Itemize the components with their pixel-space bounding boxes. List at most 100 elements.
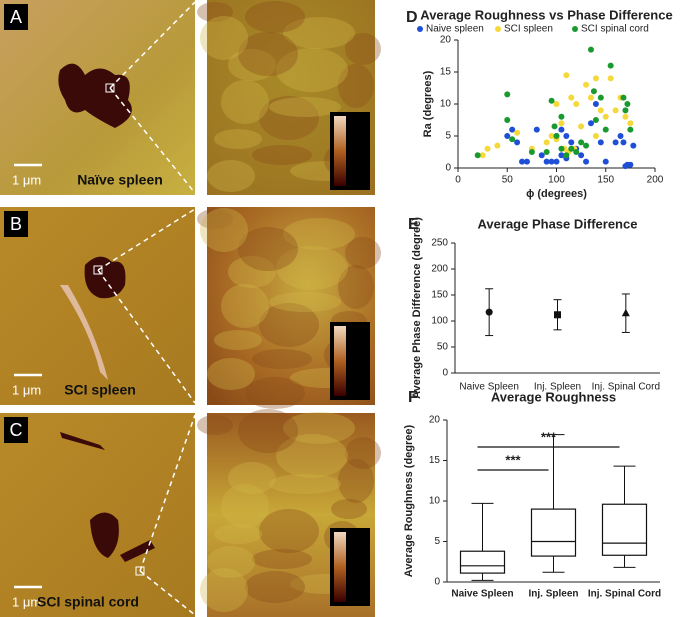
- box: [459, 550, 506, 574]
- panel-label: A: [10, 7, 22, 27]
- roi-box: [93, 265, 103, 275]
- marker: [621, 308, 630, 317]
- y-axis-label: Ra (degrees): [422, 70, 434, 137]
- texture: [276, 48, 348, 92]
- point: [590, 88, 597, 95]
- y-tick-label: 10: [429, 496, 441, 507]
- point: [548, 97, 555, 104]
- x-tick-label: Naive Spleen: [451, 589, 513, 600]
- streak: [60, 285, 108, 380]
- cell-blob: [58, 63, 132, 128]
- y-tick-label: 100: [431, 316, 448, 327]
- texture: [283, 218, 355, 250]
- point: [533, 126, 540, 133]
- marker: [485, 308, 493, 316]
- point: [583, 142, 590, 149]
- dash: [109, 1, 196, 89]
- y-tick-label: 20: [440, 35, 452, 46]
- x-tick-label: 50: [502, 175, 514, 186]
- point: [627, 120, 634, 127]
- panel-label: B: [10, 214, 22, 234]
- texture: [214, 330, 262, 350]
- texture: [252, 349, 312, 369]
- texture: [245, 1, 305, 33]
- texture: [331, 499, 367, 519]
- point: [553, 101, 560, 107]
- texture: [197, 2, 233, 22]
- point: [607, 62, 614, 69]
- point: [509, 126, 516, 133]
- point: [509, 136, 516, 143]
- texture: [207, 358, 255, 390]
- point: [519, 158, 526, 165]
- point: [607, 75, 614, 82]
- y-tick-label: 0: [442, 368, 448, 379]
- texture: [197, 415, 233, 435]
- chart-label: F: [408, 389, 418, 406]
- texture: [259, 509, 319, 553]
- x-tick-label: Naive Spleen: [459, 382, 518, 393]
- point: [578, 152, 585, 159]
- dash: [97, 208, 196, 271]
- point: [494, 142, 501, 149]
- cell-blob: [90, 512, 119, 558]
- point: [558, 113, 565, 120]
- texture: [200, 208, 248, 252]
- dash: [139, 414, 196, 572]
- colorbar: [334, 532, 346, 602]
- texture: [197, 209, 233, 229]
- texture: [228, 49, 276, 81]
- point: [592, 101, 599, 107]
- texture: [200, 568, 248, 612]
- point: [627, 161, 634, 168]
- point: [583, 81, 590, 88]
- roi-box: [135, 566, 145, 576]
- point: [514, 129, 521, 136]
- point: [620, 139, 627, 146]
- point: [553, 158, 560, 165]
- texture: [238, 32, 298, 76]
- point: [622, 107, 629, 114]
- point: [558, 120, 565, 127]
- point: [587, 46, 594, 53]
- texture: [345, 237, 381, 269]
- marker: [554, 311, 561, 319]
- point: [630, 142, 637, 149]
- point: [528, 149, 535, 155]
- point: [597, 139, 604, 146]
- point: [543, 158, 550, 165]
- texture: [221, 80, 269, 124]
- texture: [338, 459, 374, 503]
- point: [543, 139, 550, 146]
- x-tick-label: Inj. Spleen: [534, 382, 581, 393]
- texture: [214, 129, 262, 149]
- texture: [200, 16, 248, 60]
- point: [523, 158, 530, 165]
- panel-label-box: [4, 417, 28, 443]
- y-tick-label: 20: [429, 415, 441, 426]
- x-tick-label: 150: [597, 175, 614, 186]
- point: [620, 94, 627, 101]
- texture: [207, 160, 255, 192]
- legend-marker: [495, 26, 501, 32]
- y-tick-label: 15: [429, 455, 441, 466]
- significance-label: ***: [541, 429, 557, 444]
- point: [568, 139, 575, 146]
- point: [592, 75, 599, 82]
- point: [578, 123, 585, 130]
- point: [568, 94, 575, 101]
- legend-marker: [417, 26, 423, 32]
- chart-title: Average Roughness: [491, 389, 616, 404]
- point: [587, 94, 594, 101]
- point: [558, 152, 565, 159]
- y-tick-label: 150: [431, 290, 448, 301]
- texture: [252, 145, 312, 165]
- y-tick-label: 0: [434, 577, 440, 588]
- point: [558, 126, 565, 133]
- texture: [252, 549, 312, 569]
- point: [479, 152, 486, 159]
- colorbar: [334, 116, 346, 186]
- point: [573, 149, 580, 155]
- streak: [60, 432, 105, 450]
- texture: [259, 303, 319, 347]
